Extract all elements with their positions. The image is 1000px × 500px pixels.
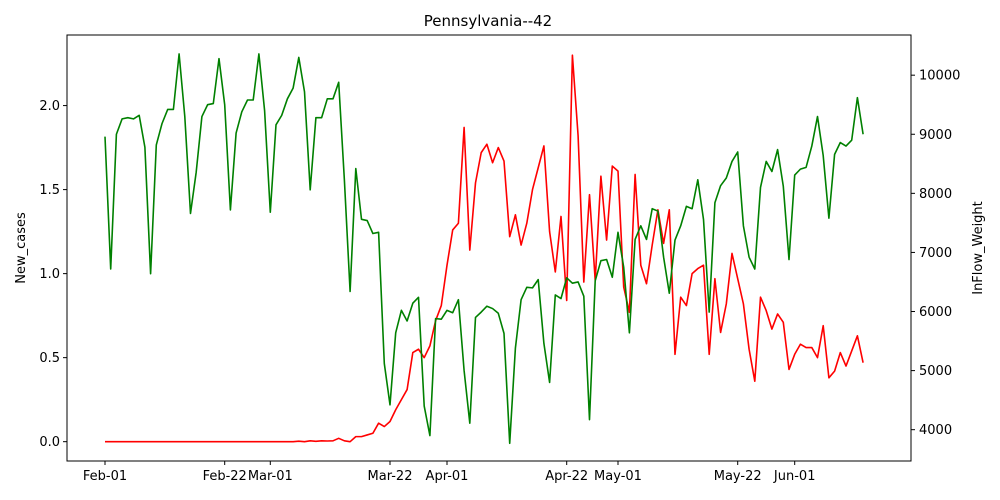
x-tick-label: Jun-01 (773, 469, 816, 484)
y-axis-right: 4000 5000 6000 7000 8000 9000 10000 (911, 69, 960, 438)
y-right-tick-label: 9000 (919, 128, 952, 143)
y-left-tick-label: 0.5 (39, 351, 60, 366)
y-right-tick-label: 10000 (919, 69, 960, 84)
series-line-left (105, 54, 864, 443)
y-right-tick-label: 4000 (919, 423, 952, 438)
y-right-tick-label: 5000 (919, 364, 952, 379)
y-left-tick-label: 1.5 (39, 183, 60, 198)
x-axis: Feb-01 Feb-22 Mar-01 Mar-22 Apr-01 Apr-22 May-… (83, 461, 816, 484)
x-tick-label: Mar-01 (248, 469, 293, 484)
x-tick-label: May-01 (594, 469, 642, 484)
y-axis-left-title: New_cases (14, 212, 29, 284)
y-right-tick-label: 6000 (919, 305, 952, 320)
y-axis-right-title: InFlow_Weight (971, 201, 986, 295)
y-left-tick-label: 2.0 (39, 99, 60, 114)
axes-layer (66, 34, 912, 462)
y-right-tick-label: 7000 (919, 246, 952, 261)
x-tick-label: Apr-22 (545, 469, 588, 484)
y-right-tick-label: 8000 (919, 187, 952, 202)
x-tick-label: Mar-22 (368, 469, 413, 484)
plot-frame (66, 34, 912, 462)
series-line-right (104, 53, 864, 445)
y-axis-left: 0.0 0.5 1.0 1.5 2.0 (39, 99, 67, 450)
series-layer (104, 53, 864, 445)
x-tick-label: Apr-01 (426, 469, 469, 484)
x-tick-label: Feb-01 (83, 469, 127, 484)
y-left-tick-label: 0.0 (39, 435, 60, 450)
chart-title: Pennsylvania--42 (424, 12, 552, 30)
y-left-tick-label: 1.0 (39, 267, 60, 282)
x-tick-label: Feb-22 (203, 469, 247, 484)
x-tick-label: May-22 (714, 469, 762, 484)
